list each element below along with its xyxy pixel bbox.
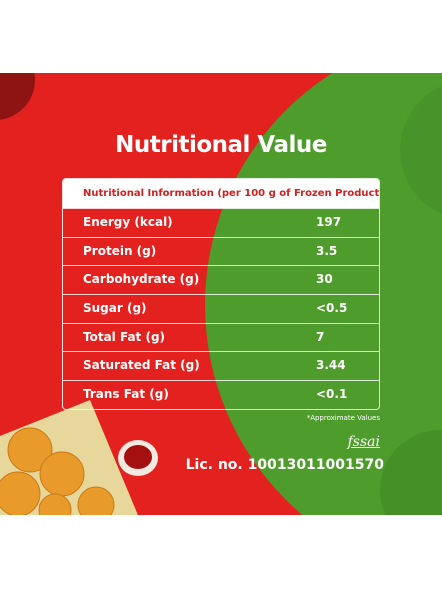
amount: 7 bbox=[316, 329, 325, 344]
table-row: Energy (kcal) 197 bbox=[63, 208, 379, 237]
table-row: Trans Fat (g) <0.1 bbox=[63, 380, 379, 409]
nutrient: Protein (g) bbox=[83, 243, 157, 258]
nutrient: Saturated Fat (g) bbox=[83, 358, 200, 373]
table-row: Protein (g) 3.5 bbox=[63, 236, 379, 266]
amount: <0.1 bbox=[316, 387, 348, 402]
nutrient: Sugar (g) bbox=[83, 301, 147, 316]
table-header: Nutritional Information (per 100 g of Fr… bbox=[63, 179, 379, 208]
amount: 3.44 bbox=[316, 358, 346, 373]
nutrient: Total Fat (g) bbox=[83, 329, 166, 344]
fssai-logo: fssai bbox=[347, 434, 380, 450]
title: Nutritional Value bbox=[115, 132, 327, 158]
table-row: Sugar (g) <0.5 bbox=[63, 294, 379, 323]
nutrient: Trans Fat (g) bbox=[83, 387, 169, 402]
amount: 30 bbox=[316, 272, 333, 287]
footnote: *Approximate Values bbox=[306, 414, 380, 422]
table-row: Saturated Fat (g) 3.44 bbox=[63, 351, 379, 380]
amount: 197 bbox=[316, 215, 342, 229]
nutrient: Carbohydrate (g) bbox=[83, 272, 200, 287]
table-row: Carbohydrate (g) 30 bbox=[63, 265, 379, 294]
nutrition-table: Nutritional Information (per 100 g of Fr… bbox=[62, 178, 380, 410]
amount: 3.5 bbox=[316, 243, 338, 258]
amount: <0.5 bbox=[316, 301, 348, 316]
license-number: Lic. no. 10013011001570 bbox=[185, 457, 384, 473]
nutrient: Energy (kcal) bbox=[83, 215, 173, 229]
table-row: Total Fat (g) 7 bbox=[63, 322, 379, 352]
